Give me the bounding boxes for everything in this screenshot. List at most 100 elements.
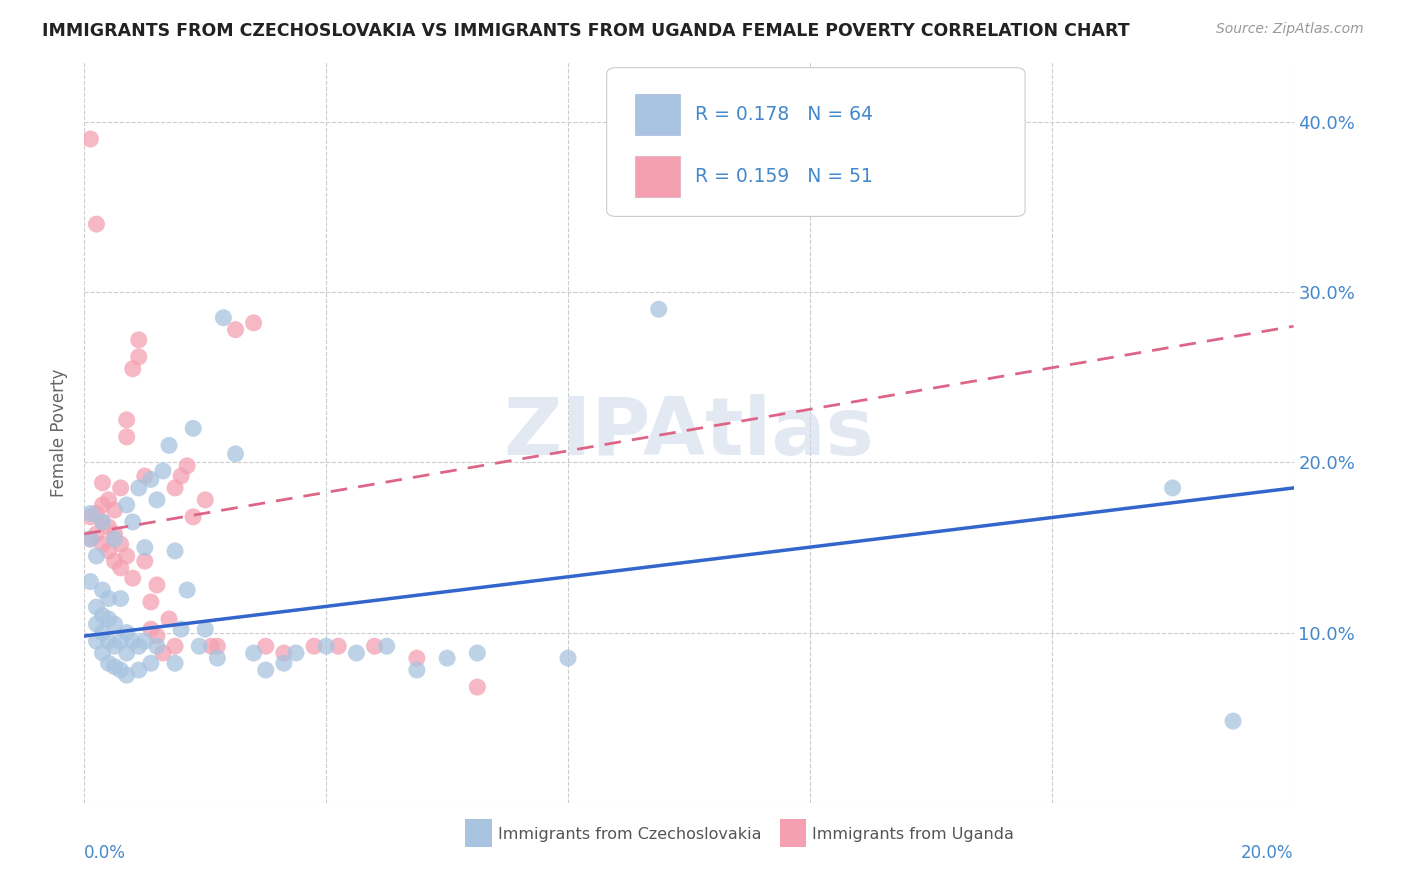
Point xyxy=(134,634,156,648)
Point xyxy=(139,595,162,609)
Bar xyxy=(465,819,492,847)
Point xyxy=(86,600,108,615)
Point xyxy=(273,646,295,660)
Point xyxy=(467,646,489,660)
Point xyxy=(91,515,114,529)
Point xyxy=(157,612,180,626)
Point xyxy=(225,323,247,337)
Text: IMMIGRANTS FROM CZECHOSLOVAKIA VS IMMIGRANTS FROM UGANDA FEMALE POVERTY CORRELAT: IMMIGRANTS FROM CZECHOSLOVAKIA VS IMMIGR… xyxy=(42,22,1130,40)
Text: 20.0%: 20.0% xyxy=(1241,844,1294,862)
Point xyxy=(86,634,108,648)
Point xyxy=(110,663,132,677)
Point xyxy=(285,646,308,660)
Point xyxy=(207,651,229,665)
Point xyxy=(165,481,187,495)
Point xyxy=(115,549,138,563)
Point xyxy=(134,554,156,568)
Point xyxy=(79,509,101,524)
Point xyxy=(97,657,120,671)
Point xyxy=(97,591,120,606)
Point xyxy=(467,680,489,694)
Point xyxy=(146,492,169,507)
Point xyxy=(315,639,337,653)
Point xyxy=(1222,714,1244,728)
Point xyxy=(104,659,127,673)
Point xyxy=(436,651,458,665)
Point xyxy=(194,622,217,636)
Point xyxy=(121,634,143,648)
Point xyxy=(181,509,204,524)
Point xyxy=(86,217,108,231)
Point xyxy=(110,561,132,575)
Point xyxy=(212,310,235,325)
Point xyxy=(97,520,120,534)
Point xyxy=(165,639,187,653)
Point xyxy=(91,498,114,512)
Point xyxy=(207,639,229,653)
Point xyxy=(115,668,138,682)
Point xyxy=(91,515,114,529)
Bar xyxy=(634,156,681,197)
Point xyxy=(146,639,169,653)
Point xyxy=(200,639,222,653)
Point xyxy=(91,582,114,597)
Point xyxy=(91,537,114,551)
Point xyxy=(170,469,193,483)
Point xyxy=(176,458,198,473)
Point xyxy=(242,316,264,330)
Point xyxy=(110,537,132,551)
Point xyxy=(115,646,138,660)
Point xyxy=(104,554,127,568)
Point xyxy=(170,622,193,636)
Point xyxy=(128,639,150,653)
Y-axis label: Female Poverty: Female Poverty xyxy=(51,368,69,497)
Point xyxy=(225,447,247,461)
Point xyxy=(128,350,150,364)
Point xyxy=(165,544,187,558)
Point xyxy=(104,532,127,546)
Point xyxy=(79,532,101,546)
Text: 0.0%: 0.0% xyxy=(84,844,127,862)
Point xyxy=(146,578,169,592)
FancyBboxPatch shape xyxy=(607,68,1025,217)
Point xyxy=(91,625,114,640)
Point xyxy=(91,646,114,660)
Point xyxy=(121,515,143,529)
Point xyxy=(104,639,127,653)
Text: ZIPAtlas: ZIPAtlas xyxy=(503,393,875,472)
Point xyxy=(79,574,101,589)
Point xyxy=(254,663,277,677)
Point xyxy=(128,333,150,347)
Point xyxy=(110,591,132,606)
Point xyxy=(104,527,127,541)
Point xyxy=(121,361,143,376)
Point xyxy=(302,639,325,653)
Point xyxy=(648,302,671,317)
Text: Immigrants from Czechoslovakia: Immigrants from Czechoslovakia xyxy=(498,827,762,842)
Point xyxy=(254,639,277,653)
Point xyxy=(115,625,138,640)
Point xyxy=(152,464,174,478)
Text: R = 0.159   N = 51: R = 0.159 N = 51 xyxy=(695,167,873,186)
Point xyxy=(242,646,264,660)
Point xyxy=(165,657,187,671)
Point xyxy=(557,651,579,665)
Point xyxy=(363,639,385,653)
Point xyxy=(194,492,217,507)
Point xyxy=(1161,481,1184,495)
Point xyxy=(406,651,429,665)
Point xyxy=(273,657,295,671)
Point xyxy=(115,430,138,444)
Point xyxy=(134,541,156,555)
Point xyxy=(139,622,162,636)
Point xyxy=(97,492,120,507)
Point xyxy=(181,421,204,435)
Point xyxy=(91,475,114,490)
Point xyxy=(110,634,132,648)
Text: Immigrants from Uganda: Immigrants from Uganda xyxy=(813,827,1014,842)
Point xyxy=(79,507,101,521)
Point xyxy=(139,657,162,671)
Point xyxy=(86,507,108,521)
Point xyxy=(375,639,398,653)
Point xyxy=(86,527,108,541)
